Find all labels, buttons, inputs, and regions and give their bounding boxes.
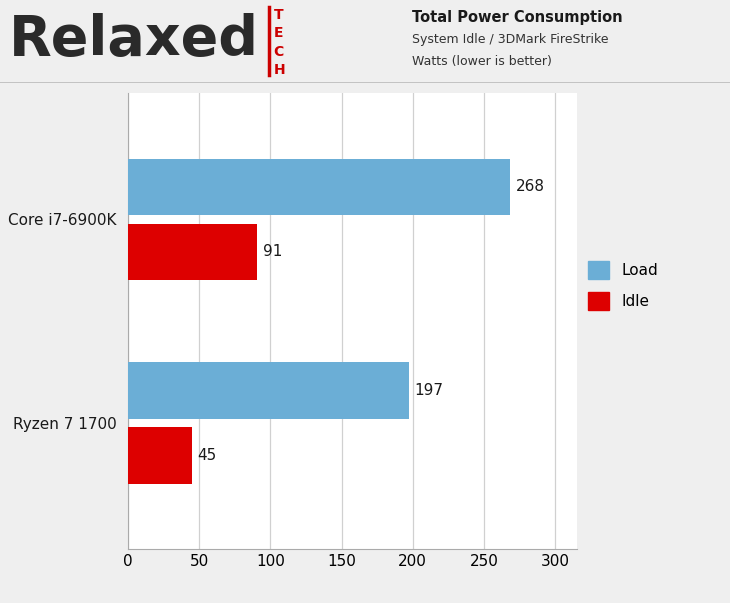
Bar <box>128 224 258 280</box>
Bar <box>128 159 510 215</box>
Text: T: T <box>274 8 283 22</box>
Bar <box>128 427 192 484</box>
Text: H: H <box>274 63 285 77</box>
Bar <box>128 362 409 418</box>
Text: System Idle / 3DMark FireStrike: System Idle / 3DMark FireStrike <box>412 33 609 46</box>
Text: Total Power Consumption: Total Power Consumption <box>412 10 623 25</box>
Text: E: E <box>274 27 283 40</box>
Text: 45: 45 <box>198 448 217 463</box>
Text: Relaxed: Relaxed <box>9 13 258 67</box>
Text: 268: 268 <box>515 180 545 194</box>
Legend: Load, Idle: Load, Idle <box>588 261 658 310</box>
Text: 197: 197 <box>414 383 443 398</box>
Text: Watts (lower is better): Watts (lower is better) <box>412 55 553 68</box>
Text: 91: 91 <box>263 244 283 259</box>
Text: C: C <box>274 45 284 58</box>
